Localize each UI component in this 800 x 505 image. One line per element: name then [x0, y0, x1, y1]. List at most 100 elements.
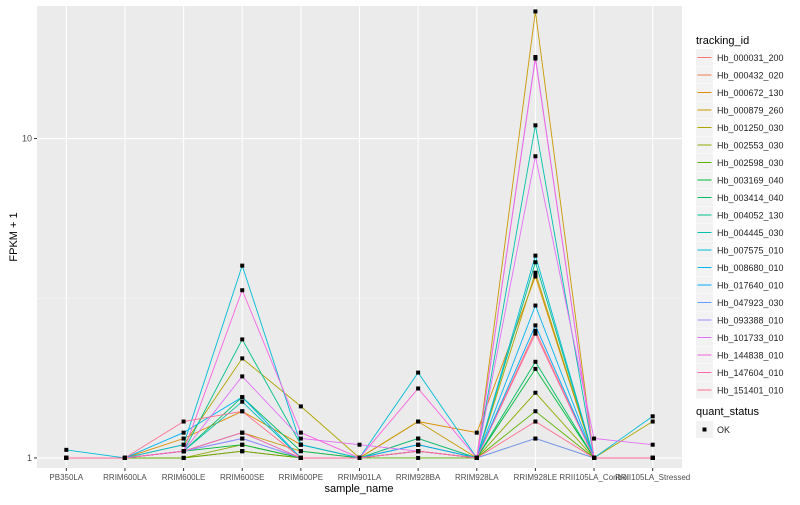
data-point — [533, 9, 538, 14]
data-point — [650, 455, 655, 460]
data-point — [298, 449, 303, 454]
data-point — [416, 386, 421, 391]
data-point — [533, 270, 538, 275]
data-point — [181, 449, 186, 454]
data-point — [240, 374, 245, 379]
data-point — [122, 455, 127, 460]
data-point — [298, 436, 303, 441]
legend-items: Hb_000031_200 Hb_000432_020 Hb_000672_130 H… — [696, 49, 784, 399]
data-point — [298, 455, 303, 460]
data-point — [298, 404, 303, 409]
data-point — [181, 419, 186, 424]
data-points — [64, 9, 655, 460]
x-tick-label: RRIM600LA — [103, 473, 147, 482]
data-point — [533, 436, 538, 441]
legend-label: Hb_000432_020 — [717, 71, 784, 81]
x-tick-label: RRIM928LA — [455, 473, 499, 482]
data-point — [533, 409, 538, 414]
data-point — [533, 419, 538, 424]
x-tick-label: RRIM928BA — [396, 473, 441, 482]
data-point — [416, 436, 421, 441]
data-point — [650, 414, 655, 419]
data-point — [181, 442, 186, 447]
data-point — [357, 442, 362, 447]
data-point — [592, 436, 597, 441]
x-tick-label: RRII105LA_Control — [559, 473, 629, 482]
data-point — [533, 359, 538, 364]
data-point — [416, 419, 421, 424]
x-axis: PB350LA RRIM600LA RRIM600LE RRIM600SE RRIM60… — [49, 468, 690, 482]
data-point — [533, 331, 538, 336]
legend-label: Hb_007575_010 — [717, 246, 784, 256]
legend-status-marker — [702, 427, 707, 432]
data-point — [64, 447, 69, 452]
x-axis-title: sample_name — [324, 483, 393, 495]
data-point — [650, 419, 655, 424]
x-tick-label: PB350LA — [49, 473, 83, 482]
data-point — [240, 263, 245, 268]
legend-label: Hb_000879_260 — [717, 106, 784, 116]
data-point — [533, 366, 538, 371]
legend-label: Hb_151401_010 — [717, 386, 784, 396]
legend-label: Hb_017640_010 — [717, 281, 784, 291]
data-point — [533, 390, 538, 395]
legend-label: Hb_003414_040 — [717, 193, 784, 203]
x-tick-label: RRIM901LA — [338, 473, 382, 482]
x-tick-label: RRII105LA_Stressed — [615, 473, 690, 482]
legend-label: Hb_144838_010 — [717, 351, 784, 361]
legend-status-title: quant_status — [696, 406, 759, 418]
legend-label: Hb_101733_010 — [717, 333, 784, 343]
legend-label: Hb_004052_130 — [717, 211, 784, 221]
data-point — [650, 442, 655, 447]
data-point — [474, 430, 479, 435]
data-point — [298, 430, 303, 435]
data-point — [240, 442, 245, 447]
y-tick-label: 10 — [22, 134, 32, 144]
data-point — [357, 455, 362, 460]
legend: tracking_id Hb_000031_200Hb_000432_020Hb… — [696, 35, 784, 438]
legend-label: Hb_147604_010 — [717, 368, 784, 378]
data-point — [240, 409, 245, 414]
data-point — [592, 455, 597, 460]
y-axis: 1 10 — [22, 134, 37, 463]
data-point — [533, 303, 538, 308]
data-point — [533, 274, 538, 279]
data-point — [416, 442, 421, 447]
y-axis-title: FPKM + 1 — [8, 212, 20, 261]
legend-status-label: OK — [717, 425, 730, 435]
data-point — [533, 56, 538, 61]
data-point — [533, 260, 538, 265]
data-point — [240, 436, 245, 441]
x-tick-label: RRIM928LE — [514, 473, 558, 482]
x-tick-label: RRIM600LE — [162, 473, 206, 482]
data-point — [240, 395, 245, 400]
data-point — [533, 123, 538, 128]
data-point — [181, 430, 186, 435]
data-point — [416, 449, 421, 454]
data-point — [240, 449, 245, 454]
data-point — [240, 337, 245, 342]
data-point — [416, 370, 421, 375]
data-point — [533, 323, 538, 328]
legend-label: Hb_001250_030 — [717, 123, 784, 133]
data-point — [474, 455, 479, 460]
data-point — [533, 253, 538, 258]
legend-label: Hb_008680_010 — [717, 263, 784, 273]
data-point — [416, 455, 421, 460]
data-point — [181, 436, 186, 441]
data-point — [533, 328, 538, 333]
legend-label: Hb_000672_130 — [717, 88, 784, 98]
legend-label: Hb_002598_030 — [717, 158, 784, 168]
data-point — [64, 455, 69, 460]
legend-label: Hb_004445_030 — [717, 228, 784, 238]
legend-label: Hb_003169_040 — [717, 176, 784, 186]
x-tick-label: RRIM600SE — [220, 473, 264, 482]
data-point — [240, 288, 245, 293]
data-point — [533, 154, 538, 159]
data-point — [181, 455, 186, 460]
legend-label: Hb_093388_010 — [717, 316, 784, 326]
data-point — [298, 442, 303, 447]
y-tick-label: 1 — [27, 453, 32, 463]
